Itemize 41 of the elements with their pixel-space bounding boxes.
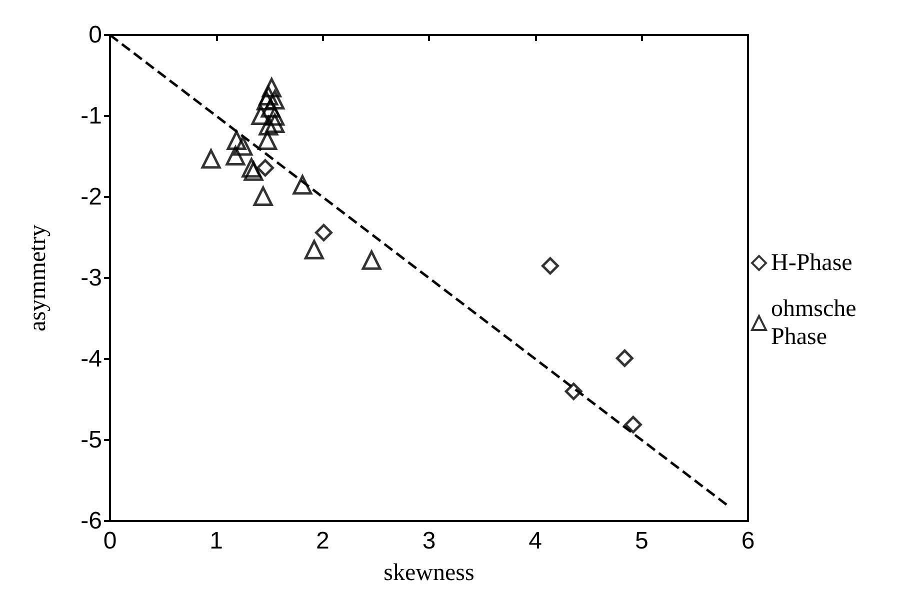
point bbox=[304, 240, 324, 260]
point bbox=[251, 105, 271, 125]
y-tick-label: -4 bbox=[80, 346, 102, 372]
point bbox=[201, 149, 221, 169]
point bbox=[258, 130, 278, 150]
point bbox=[265, 90, 285, 110]
point bbox=[256, 159, 274, 177]
x-tick-label: 6 bbox=[741, 528, 755, 554]
y-axis-title: asymmetry bbox=[25, 224, 51, 332]
point bbox=[616, 349, 634, 367]
x-tick-label: 3 bbox=[422, 528, 436, 554]
y-tick-label: -5 bbox=[80, 426, 102, 454]
point bbox=[262, 78, 282, 98]
point bbox=[265, 114, 285, 134]
x-tick-label: 4 bbox=[528, 528, 542, 554]
y-tick-label: -2 bbox=[80, 184, 102, 210]
point bbox=[624, 416, 642, 434]
legend-label: H-Phase bbox=[771, 250, 852, 276]
point bbox=[362, 250, 382, 270]
y-tick-label: -3 bbox=[80, 264, 102, 292]
x-axis-title: skewness bbox=[384, 560, 474, 586]
x-tick-label: 5 bbox=[634, 528, 648, 554]
y-tick-label: -1 bbox=[80, 102, 102, 130]
y-tick-label: -6 bbox=[80, 508, 102, 534]
point bbox=[314, 224, 332, 242]
point bbox=[226, 130, 246, 150]
point bbox=[253, 186, 273, 206]
legend-label: ohmsche Phase bbox=[771, 296, 862, 350]
x-tick-label: 2 bbox=[316, 528, 330, 554]
point bbox=[258, 116, 278, 136]
x-tick-label: 1 bbox=[210, 528, 224, 554]
point bbox=[226, 146, 246, 166]
point bbox=[265, 106, 285, 126]
y-tick-label: 0 bbox=[88, 22, 102, 48]
point bbox=[256, 90, 276, 110]
point bbox=[564, 382, 582, 400]
point bbox=[260, 98, 280, 118]
point bbox=[292, 175, 312, 195]
point bbox=[233, 136, 253, 156]
point bbox=[258, 86, 278, 106]
point bbox=[541, 257, 559, 275]
